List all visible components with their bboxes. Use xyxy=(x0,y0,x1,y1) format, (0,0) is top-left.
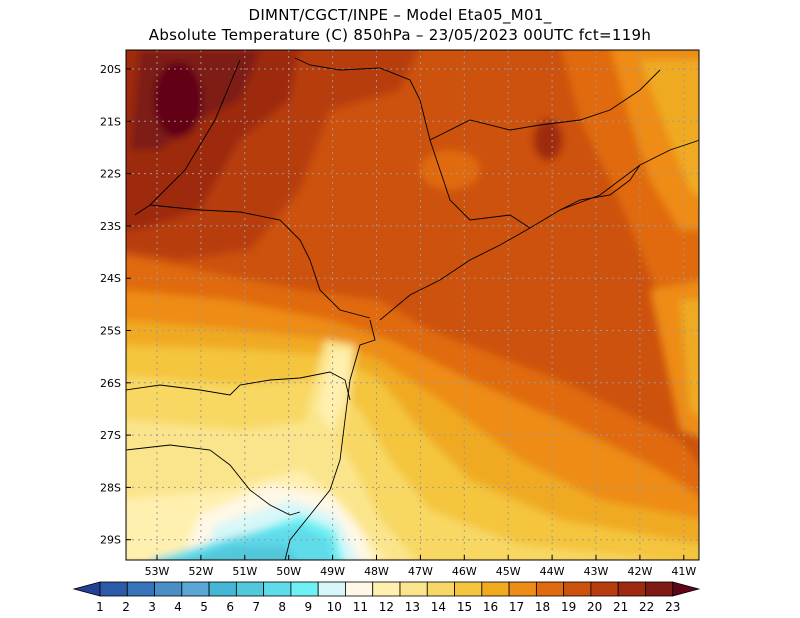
colorbar-swatch xyxy=(263,581,292,597)
latitude-label: 27S xyxy=(100,429,121,442)
colorbar-swatch xyxy=(454,581,483,597)
colorbar-label: 7 xyxy=(252,600,260,614)
colorbar-label: 3 xyxy=(148,600,156,614)
longitude-label: 51W xyxy=(232,565,257,578)
latitude-labels: 20S 21S 22S 23S 24S 25S 26S 27S 28S 29S xyxy=(100,63,131,547)
longitude-label: 47W xyxy=(408,565,433,578)
colorbar-label: 14 xyxy=(431,600,446,614)
colorbar-swatch xyxy=(426,581,455,597)
colorbar-swatch xyxy=(181,581,210,597)
longitude-label: 41W xyxy=(671,565,696,578)
temperature-field xyxy=(126,50,699,560)
longitude-label: 44W xyxy=(540,565,565,578)
longitude-labels: 53W 52W 51W 50W 49W 48W 47W 46W 45W 44W 43W 42W 41W xyxy=(145,555,696,578)
colorbar-label: 19 xyxy=(561,600,576,614)
longitude-label: 45W xyxy=(496,565,521,578)
colorbar-label: 2 xyxy=(122,600,130,614)
colorbar-swatch xyxy=(154,581,183,597)
chart-title-line-2: Absolute Temperature (C) 850hPa – 23/05/… xyxy=(148,26,652,44)
colorbar-swatch xyxy=(645,581,674,597)
latitude-label: 23S xyxy=(100,220,121,233)
colorbar-swatch xyxy=(399,581,428,597)
colorbar-label: 15 xyxy=(457,600,472,614)
graticule xyxy=(126,50,699,560)
colorbar-swatch xyxy=(481,581,510,597)
colorbar-swatch xyxy=(208,581,237,597)
colorbar-label: 1 xyxy=(96,600,104,614)
longitude-label: 48W xyxy=(364,565,389,578)
colorbar-label: 11 xyxy=(353,600,368,614)
chart-title-line-1: DIMNT/CGCT/INPE – Model Eta05_M01_ xyxy=(248,6,552,24)
colorbar-label: 8 xyxy=(278,600,286,614)
map-frame xyxy=(125,49,700,561)
longitude-label: 49W xyxy=(320,565,345,578)
colorbar-label: 18 xyxy=(535,600,550,614)
colorbar: 1 2 3 4 5 6 7 8 9 10 11 12 13 14 15 16 17 18 19 20 21 22 23 xyxy=(72,581,701,614)
colorbar-swatch xyxy=(345,581,374,597)
colorbar-arrow-right xyxy=(672,581,701,597)
latitude-label: 22S xyxy=(100,168,121,181)
colorbar-label: 17 xyxy=(509,600,524,614)
colorbar-swatch xyxy=(563,581,592,597)
longitude-label: 43W xyxy=(584,565,609,578)
colorbar-label: 4 xyxy=(174,600,182,614)
political-boundaries xyxy=(126,57,699,560)
latitude-label: 25S xyxy=(100,325,121,338)
colorbar-label: 16 xyxy=(483,600,498,614)
latitude-label: 20S xyxy=(100,63,121,76)
colorbar-label: 10 xyxy=(327,600,342,614)
colorbar-swatch xyxy=(372,581,401,597)
longitude-label: 52W xyxy=(188,565,213,578)
colorbar-swatch xyxy=(617,581,646,597)
colorbar-arrow-left xyxy=(72,581,101,597)
colorbar-swatch xyxy=(290,581,319,597)
colorbar-label: 20 xyxy=(587,600,602,614)
latitude-label: 24S xyxy=(100,272,121,285)
colorbar-swatch xyxy=(317,581,346,597)
colorbar-swatch xyxy=(508,581,537,597)
longitude-label: 42W xyxy=(627,565,652,578)
latitude-label: 21S xyxy=(100,115,121,128)
colorbar-label: 22 xyxy=(639,600,654,614)
colorbar-label: 13 xyxy=(405,600,420,614)
colorbar-label: 5 xyxy=(200,600,208,614)
longitude-label: 50W xyxy=(276,565,301,578)
longitude-label: 53W xyxy=(145,565,170,578)
colorbar-swatch xyxy=(535,581,565,597)
latitude-label: 26S xyxy=(100,377,121,390)
latitude-label: 29S xyxy=(100,534,121,547)
colorbar-label: 21 xyxy=(613,600,628,614)
colorbar-swatch xyxy=(235,581,265,597)
colorbar-label: 9 xyxy=(304,600,312,614)
colorbar-swatch xyxy=(126,581,155,597)
longitude-label: 46W xyxy=(452,565,477,578)
latitude-label: 28S xyxy=(100,481,121,494)
colorbar-label: 12 xyxy=(379,600,394,614)
colorbar-swatch xyxy=(590,581,619,597)
colorbar-label: 6 xyxy=(226,600,234,614)
colorbar-label: 23 xyxy=(665,600,680,614)
colorbar-swatch xyxy=(99,581,128,597)
